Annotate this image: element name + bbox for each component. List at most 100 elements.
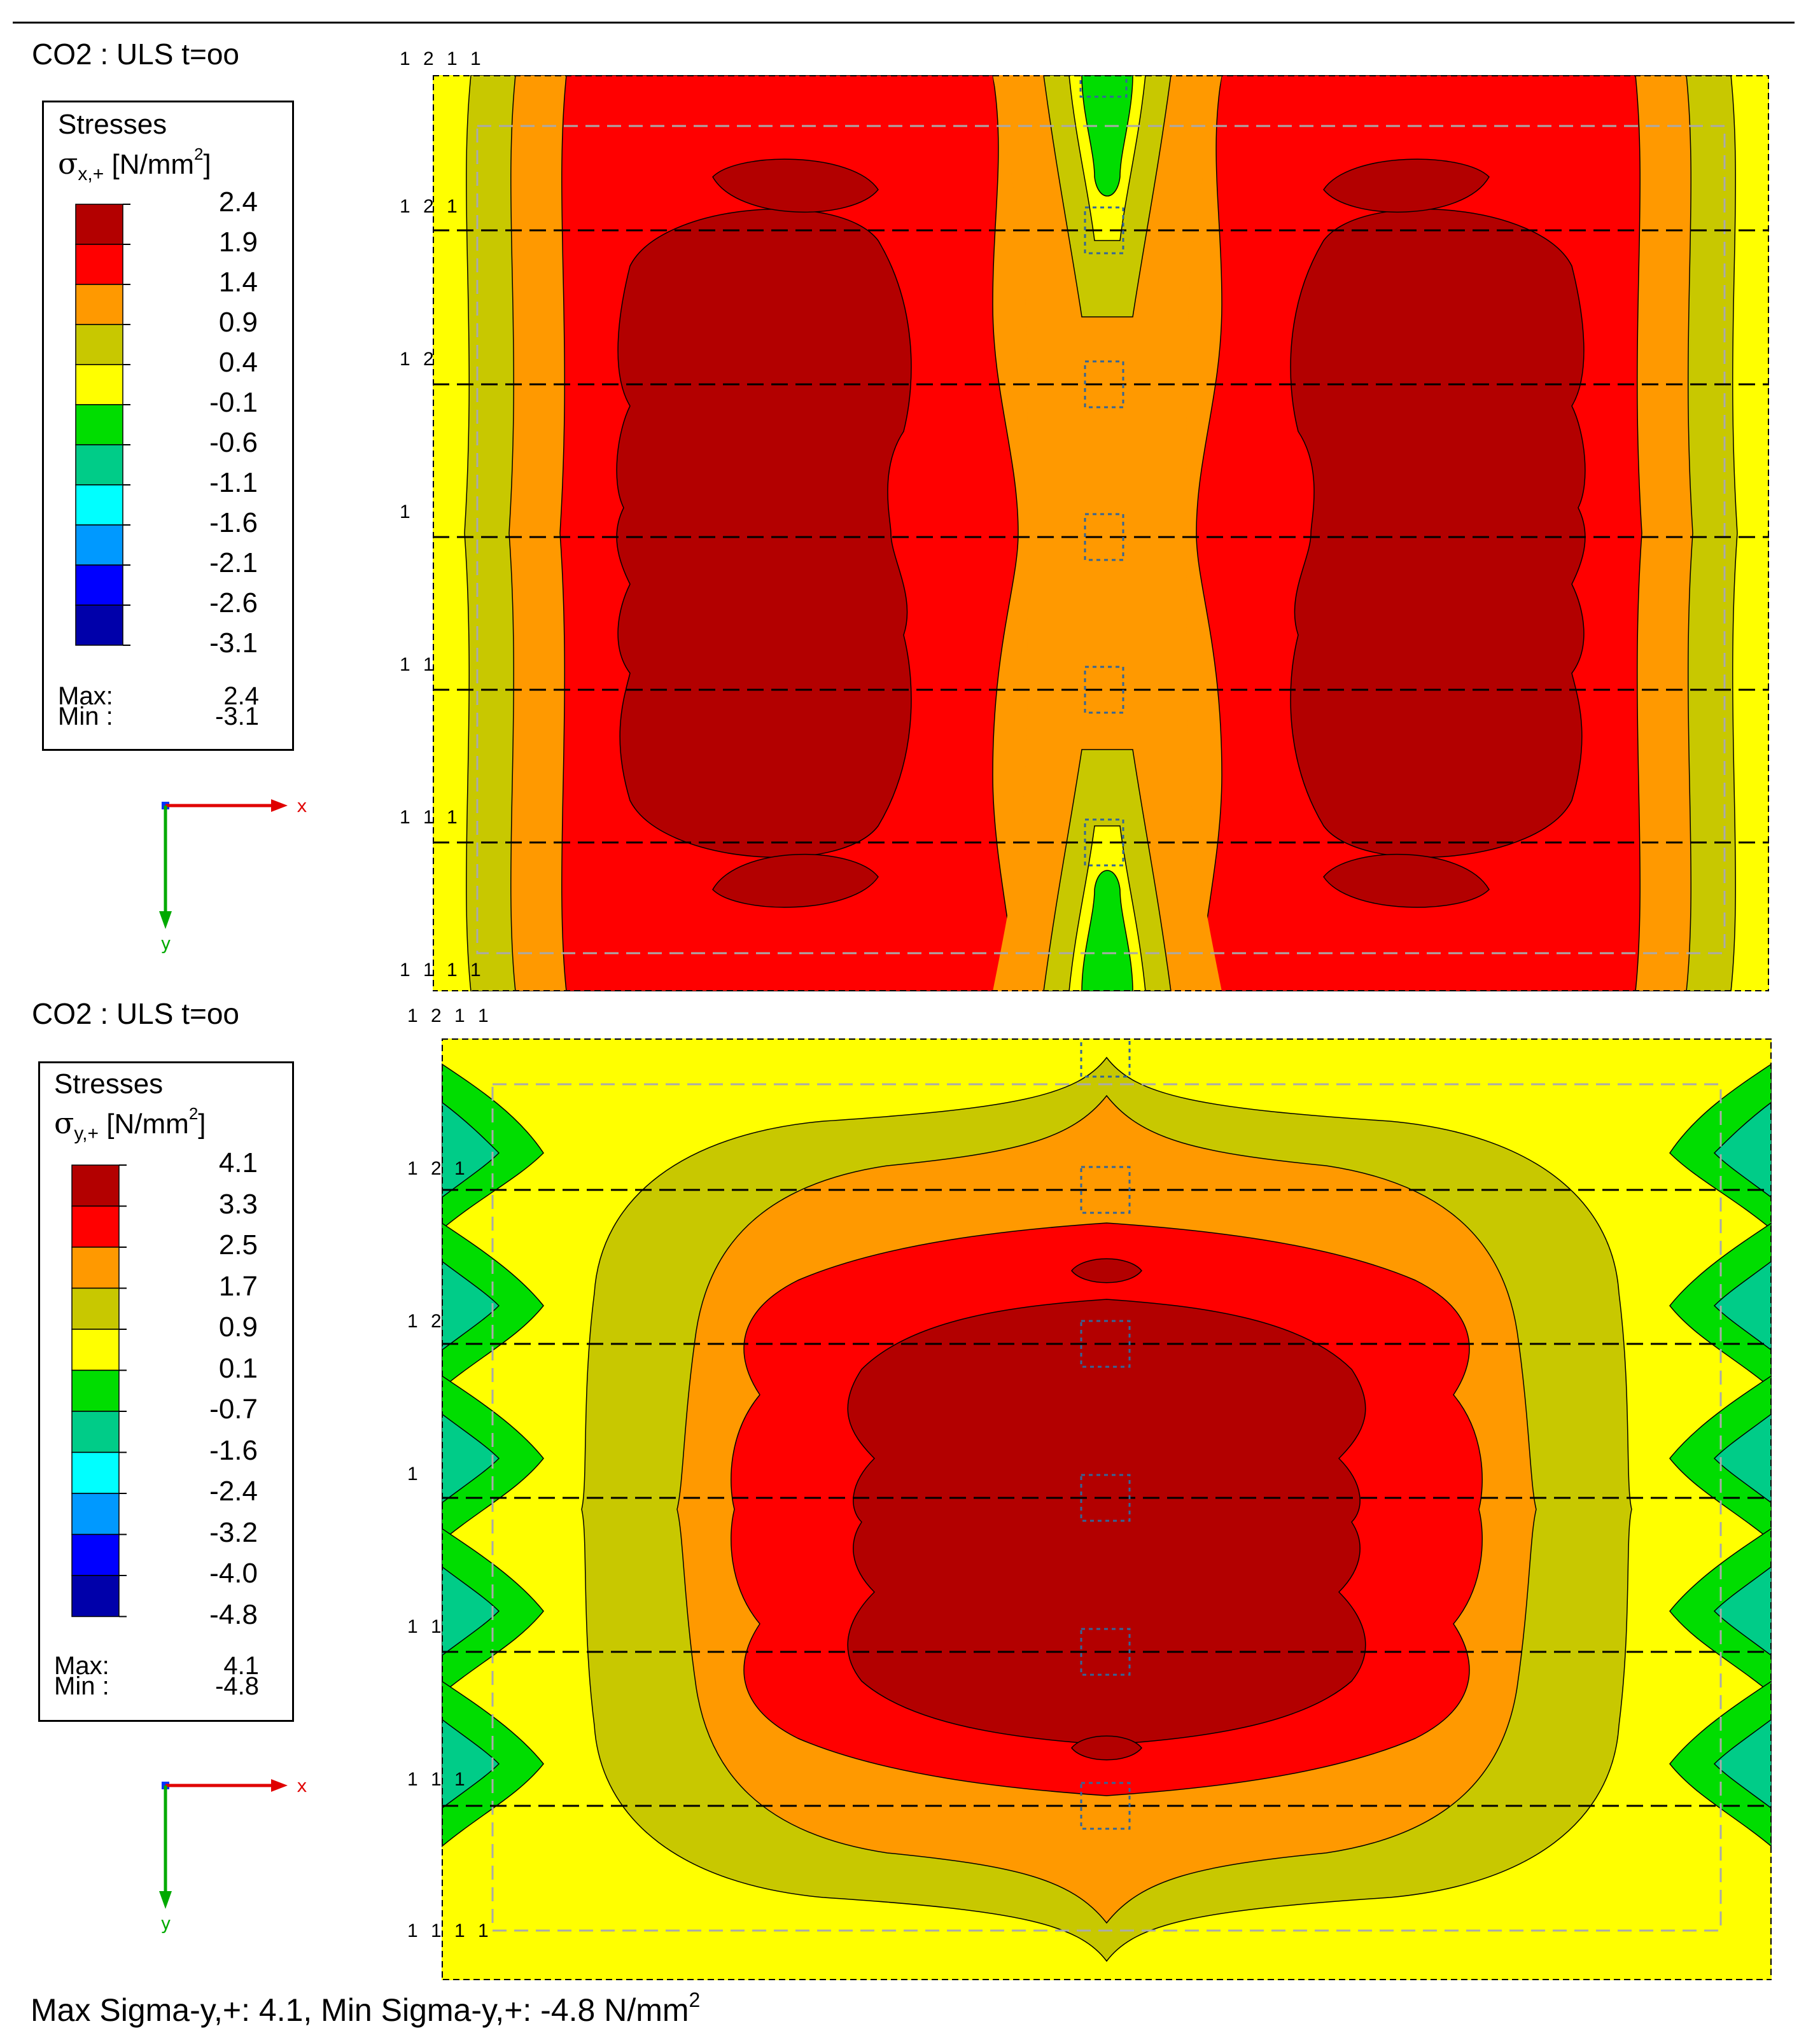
legend-subscript: y,+ <box>74 1123 99 1144</box>
legend-title-text: Stresses <box>54 1068 164 1100</box>
legend-tick-label: -1.6 <box>209 1434 258 1466</box>
contour-band-darkred-bottom-left <box>712 853 879 908</box>
legend-subscript: x,+ <box>78 164 104 185</box>
column-markers <box>1080 1038 1131 1830</box>
contour-band-green-top <box>1081 75 1133 197</box>
legend-tick-label: -2.6 <box>209 587 258 618</box>
grid-line-label: 1 1 1 <box>407 1769 469 1790</box>
legend-unit-sup: 2 <box>188 1104 199 1123</box>
support-lines <box>442 1189 1772 1807</box>
x-axis-label: x <box>297 795 307 816</box>
legend-swatch <box>75 484 123 526</box>
contour-band-green-bottom <box>1081 870 1133 991</box>
contour-band-darkred-top-left <box>712 158 879 213</box>
legend-swatch <box>75 324 123 365</box>
legend-tick-label: -1.6 <box>209 507 258 538</box>
legend-tick-label: 4.1 <box>218 1147 258 1178</box>
legend-tick-label: 3.3 <box>218 1188 258 1220</box>
legend-tick-label: 0.9 <box>218 1311 258 1343</box>
x-axis-arrow-icon <box>271 799 288 812</box>
slab-edge-dashed <box>491 1083 1722 1932</box>
legend-swatch <box>71 1411 120 1453</box>
legend-swatch <box>71 1533 120 1576</box>
legend-color-bar <box>71 1164 127 1617</box>
legend-swatch <box>75 244 123 285</box>
contour-band-orange-center <box>993 75 1222 991</box>
contour-band-darkred-bottom-small <box>1071 1735 1142 1761</box>
grid-line-label: 1 1 1 1 <box>407 1920 493 1941</box>
legend-tick-label: -0.1 <box>209 387 258 418</box>
legend-tick-label: -1.1 <box>209 467 258 498</box>
grid-line-label: 1 2 <box>400 349 438 370</box>
legend-tick-label: 0.9 <box>218 307 258 338</box>
legend-max-value: 4.1 <box>223 1652 259 1680</box>
legend-swatch <box>75 524 123 566</box>
legend-title: Stresses σx,+ [N/mm2] <box>58 110 211 189</box>
legend-tick-label: -0.6 <box>209 427 258 458</box>
legend-min-value: -4.8 <box>215 1672 259 1700</box>
sigma-x-contour-plot <box>433 75 1769 991</box>
grid-line-label: 1 1 1 1 <box>400 960 485 981</box>
y-axis-arrow-icon <box>159 1891 172 1909</box>
legend-color-bar <box>75 204 130 646</box>
grid-line-label: 1 2 1 <box>407 1158 469 1179</box>
legend-min-label: Min : <box>54 1672 109 1700</box>
legend-title: Stresses σy,+ [N/mm2] <box>54 1070 206 1149</box>
legend-tick-label: 0.4 <box>218 347 258 378</box>
y-axis-arrow-icon <box>159 911 172 929</box>
column-markers <box>1079 75 1128 867</box>
contour-band-darkred-top-right <box>1323 158 1490 213</box>
legend-swatch <box>71 1575 120 1617</box>
legend-unit: [N/mm <box>104 149 195 180</box>
legend-swatch <box>71 1164 120 1207</box>
legend-swatch <box>71 1369 120 1412</box>
legend-tick-label: -2.1 <box>209 547 258 578</box>
legend-max-label: Max: <box>58 682 113 710</box>
legend-min-value: -3.1 <box>215 702 259 730</box>
y-axis-label: y <box>160 933 171 954</box>
legend-swatch <box>75 604 123 646</box>
y-axis-label: y <box>160 1913 171 1934</box>
x-axis-arrow-icon <box>271 1779 288 1792</box>
grid-line-label: 1 2 1 1 <box>400 48 485 69</box>
legend-swatch <box>71 1329 120 1371</box>
contour-band-darkred-right <box>1290 208 1586 858</box>
x-axis-label: x <box>297 1775 307 1796</box>
legend-tick-label: -4.8 <box>209 1598 258 1630</box>
grid-line-label: 1 1 <box>400 654 438 675</box>
top-divider <box>13 22 1795 24</box>
result-summary: Max Sigma-y,+: 4.1, Min Sigma-y,+: -4.8 … <box>31 1988 700 2029</box>
legend-tick-label: -3.2 <box>209 1516 258 1548</box>
legend-unit-close: ] <box>198 1108 206 1140</box>
legend-symbol: σ <box>58 146 78 181</box>
sigma-y-contour-plot <box>442 1038 1772 1980</box>
legend-tick-label: 1.4 <box>218 267 258 298</box>
coordinate-axes: x y <box>159 1775 307 1934</box>
legend-title-text: Stresses <box>58 109 167 140</box>
legend-swatch <box>75 404 123 445</box>
stress-legend: Stresses σx,+ [N/mm2] 2.4 1.9 1.4 0.9 0.4 -0.… <box>42 101 294 751</box>
legend-swatch <box>71 1247 120 1289</box>
legend-unit-sup: 2 <box>194 144 204 164</box>
legend-tick-label: -0.7 <box>209 1394 258 1425</box>
contour-band-darkred-top-small <box>1071 1258 1142 1283</box>
legend-tick-label: 0.1 <box>218 1352 258 1384</box>
legend-swatch <box>75 284 123 325</box>
legend-min-label: Min : <box>58 702 113 730</box>
result-summary-text: Max Sigma-y,+: 4.1, Min Sigma-y,+: -4.8 … <box>31 1992 689 2028</box>
contour-band-darkred-left <box>616 208 912 858</box>
grid-line-label: 1 <box>407 1464 422 1485</box>
legend-max-value: 2.4 <box>223 682 259 710</box>
legend-swatch <box>71 1205 120 1248</box>
legend-symbol: σ <box>54 1106 74 1140</box>
combination-title: CO2 : ULS t=oo <box>32 38 239 71</box>
coordinate-axes: x y <box>159 795 307 954</box>
grid-line-label: 1 2 1 1 <box>407 1005 493 1026</box>
grid-line-label: 1 <box>400 501 414 522</box>
legend-tick-label: -2.4 <box>209 1476 258 1507</box>
stress-legend: Stresses σy,+ [N/mm2] 4.1 3.3 2.5 1.7 0.9 0.1… <box>38 1061 294 1722</box>
slab-edge-dashed <box>476 125 1726 954</box>
support-lines <box>433 229 1769 844</box>
contour-band-darkred-bottom-right <box>1323 853 1490 908</box>
grid-line-label: 1 2 <box>407 1311 445 1332</box>
